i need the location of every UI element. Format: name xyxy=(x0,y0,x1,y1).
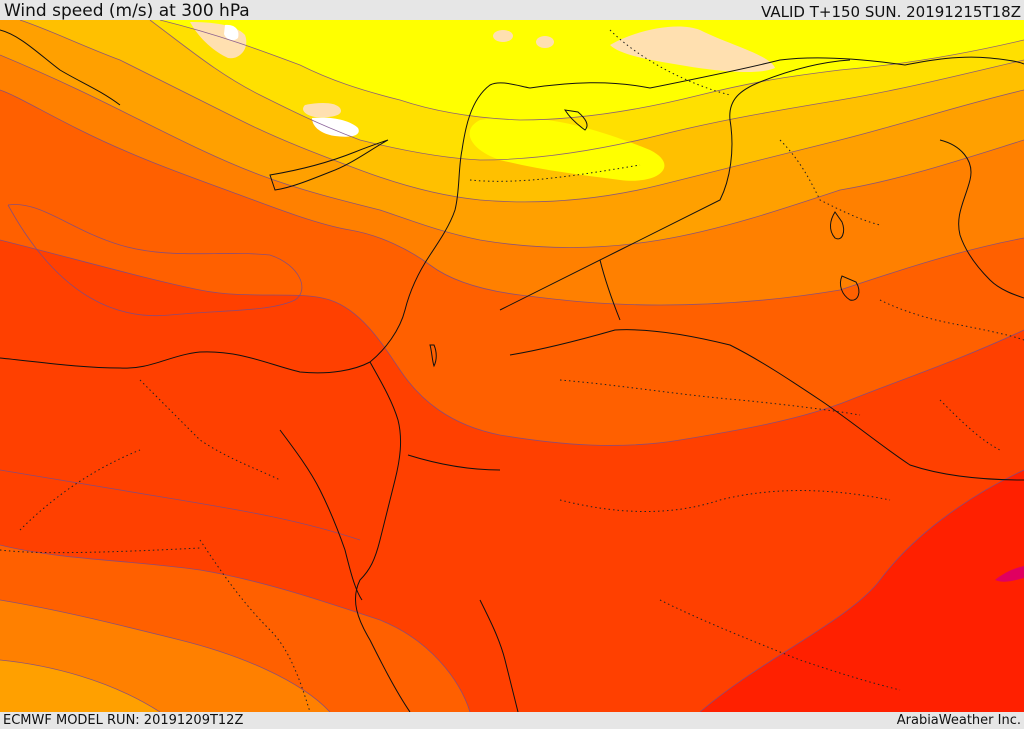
borders xyxy=(0,29,1024,712)
wind-band-jet-core xyxy=(995,566,1024,582)
wind-band-calm-2 xyxy=(224,24,239,41)
wind-band-pocket xyxy=(772,324,808,342)
map-title: Wind speed (m/s) at 300 hPa xyxy=(4,1,250,21)
wind-band-light-patch-2 xyxy=(536,36,554,48)
valid-time: VALID T+150 SUN. 20191215T18Z xyxy=(761,3,1021,21)
header-bar xyxy=(0,0,1024,20)
wind-band-calm-1 xyxy=(312,117,359,137)
wind-speed-map xyxy=(0,20,1024,712)
wind-band-light-core-1 xyxy=(610,26,775,72)
wind-band-light-patch-1 xyxy=(493,30,513,42)
wind-band-yellow xyxy=(160,20,1024,120)
coastlines xyxy=(0,29,1024,712)
wind-band-yellow-pocket xyxy=(469,117,665,181)
wind-band-light-core-3 xyxy=(303,103,341,118)
model-run-label: ECMWF MODEL RUN: 20191209T12Z xyxy=(3,713,244,728)
isotach-lines xyxy=(0,20,1024,712)
wind-band-amber-sw xyxy=(0,660,160,712)
credit-label: ArabiaWeather Inc. xyxy=(896,713,1021,728)
footer-bar xyxy=(0,712,1024,729)
